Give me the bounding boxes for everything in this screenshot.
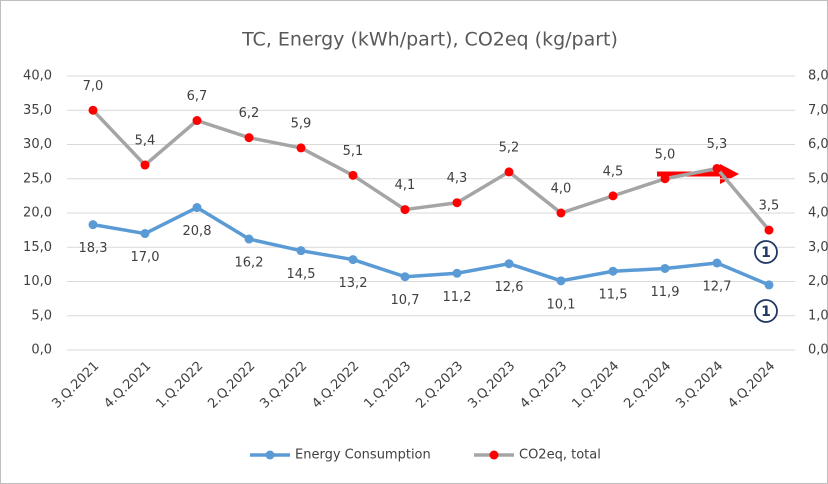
series-marker [660,174,670,184]
data-label: 5,4 [135,134,156,149]
series-marker [400,205,410,215]
data-label: 12,6 [495,280,524,295]
y2-tick-label: 2,0 [808,274,828,289]
y2-tick-label: 4,0 [808,206,828,221]
data-label: 5,3 [707,137,728,152]
series-marker [764,280,774,290]
series-marker [712,258,722,268]
series-marker [348,255,358,265]
series-marker [764,225,774,235]
data-label: 4,0 [551,182,572,197]
data-label: 10,1 [547,297,576,312]
data-label: 11,9 [651,285,680,300]
series-marker [504,259,514,269]
data-label: 13,2 [339,276,368,291]
y2-tick-label: 3,0 [808,240,828,255]
data-label: 5,1 [343,144,364,159]
data-label: 7,0 [83,79,104,94]
data-label: 10,7 [391,293,420,308]
y-tick-label: 35,0 [23,103,52,118]
series-marker [192,116,202,126]
y2-tick-label: 1,0 [808,308,828,323]
annotation-circle [754,240,778,264]
annotation: 1 [761,245,771,261]
y-tick-label: 5,0 [31,308,52,323]
data-label: 3,5 [759,199,780,214]
series-marker [348,170,358,180]
legend-marker [265,450,275,460]
series-marker [244,133,254,143]
y2-tick-label: 8,0 [808,69,828,84]
series-marker [296,143,306,153]
series-marker [452,268,462,278]
y2-tick-label: 6,0 [808,137,828,152]
series-marker [296,246,306,256]
series-marker [88,220,98,230]
data-label: 5,0 [655,147,676,162]
y-tick-label: 40,0 [23,69,52,84]
data-label: 6,2 [239,106,260,121]
series-marker [192,203,202,213]
data-label: 17,0 [131,250,160,265]
legend-label: Energy Consumption [295,448,431,463]
legend-marker [489,450,499,460]
data-label: 12,7 [703,280,732,295]
annotation-circle [754,299,778,323]
y-tick-label: 20,0 [23,206,52,221]
y-tick-label: 25,0 [23,171,52,186]
data-label: 5,2 [499,140,520,155]
series-marker [140,160,150,170]
data-label: 4,5 [603,164,624,179]
series-marker [244,234,254,244]
data-label: 18,3 [79,241,108,256]
data-label: 11,2 [443,290,472,305]
series-marker [452,198,462,208]
series-marker [556,208,566,218]
data-label: 6,7 [187,89,208,104]
data-label: 4,3 [447,171,468,186]
legend-label: CO2eq, total [519,448,601,463]
y2-tick-label: 7,0 [808,103,828,118]
y-tick-label: 10,0 [23,274,52,289]
series-marker [88,105,98,115]
series-line [92,205,770,287]
data-label: 11,5 [599,288,628,303]
series-marker [140,229,150,239]
y-tick-label: 30,0 [23,137,52,152]
series-marker [608,191,618,201]
series-marker [608,266,618,276]
y-tick-label: 0,0 [31,343,52,358]
data-label: 4,1 [395,178,416,193]
series-marker [660,263,670,273]
data-label: 5,9 [291,116,312,131]
series-marker [556,276,566,286]
y-tick-label: 15,0 [23,240,52,255]
annotation: 1 [761,304,771,320]
series-marker [504,167,514,177]
data-label: 14,5 [287,267,316,282]
data-label: 16,2 [235,256,264,271]
series-line [91,109,771,232]
data-label: 20,8 [183,224,212,239]
chart-title: TC, Energy (kWh/part), CO2eq (kg/part) [241,29,618,51]
series-marker [712,163,722,173]
y2-tick-label: 5,0 [808,171,828,186]
y2-tick-label: 0,0 [808,343,828,358]
series-marker [400,272,410,282]
